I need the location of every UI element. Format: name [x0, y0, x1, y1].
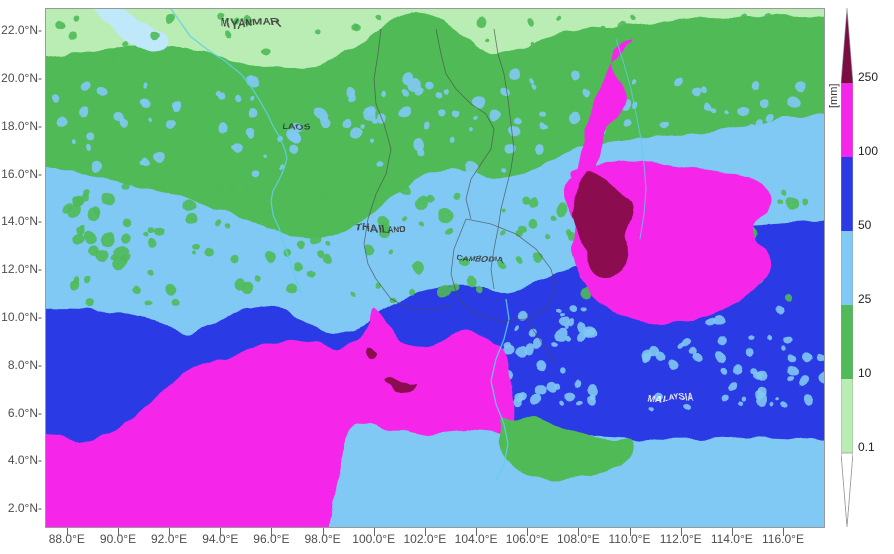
svg-text:MALAYSIA: MALAYSIA	[646, 392, 695, 403]
svg-text:THAILAND: THAILAND	[356, 224, 407, 235]
svg-text:CAMBODIA: CAMBODIA	[457, 254, 504, 264]
svg-text:MYANMAR: MYANMAR	[223, 18, 279, 30]
svg-text:LAOS: LAOS	[284, 122, 309, 132]
